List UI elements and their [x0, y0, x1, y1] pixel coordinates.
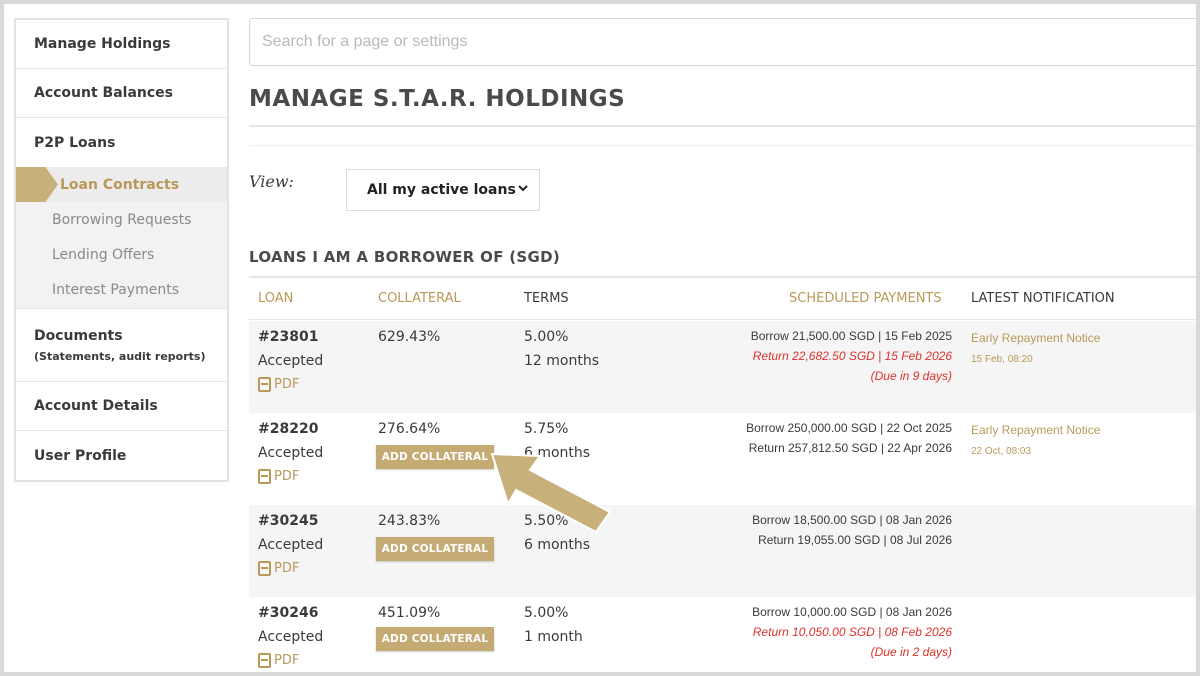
column-header-loan[interactable]: LOAN — [258, 291, 294, 306]
divider — [249, 276, 1200, 278]
table-row: #30245 Accepted PDF 243.83% ADD COLLATER… — [249, 505, 1200, 597]
pdf-label: PDF — [274, 469, 300, 484]
view-select[interactable]: All my active loans — [346, 169, 540, 211]
active-marker-icon — [16, 167, 58, 202]
sidebar: Manage Holdings Account Balances P2P Loa… — [14, 18, 229, 482]
notification-title: Early Repayment Notice — [971, 423, 1101, 437]
chevron-down-icon — [517, 182, 529, 198]
table-row: #30246 Accepted PDF 451.09% ADD COLLATER… — [249, 597, 1200, 676]
pdf-label: PDF — [274, 561, 300, 576]
sidebar-item-documents[interactable]: Documents (Statements, audit reports) — [16, 309, 227, 382]
collateral-ratio: 276.64% — [378, 421, 441, 437]
pdf-link[interactable]: PDF — [258, 561, 299, 576]
column-header-terms: TERMS — [524, 291, 569, 306]
pdf-icon — [258, 377, 271, 392]
view-select-value: All my active loans — [367, 182, 516, 198]
loan-duration: 12 months — [524, 353, 599, 369]
return-line: Return 22,682.50 SGD | 15 Feb 2026 — [752, 349, 952, 363]
pdf-link[interactable]: PDF — [258, 469, 299, 484]
return-line: Return 19,055.00 SGD | 08 Jul 2026 — [758, 533, 952, 547]
loan-rate: 5.00% — [524, 329, 569, 345]
sidebar-subitem-borrowing-requests[interactable]: Borrowing Requests — [16, 202, 227, 237]
loan-status: Accepted — [258, 629, 324, 645]
notification-title: Early Repayment Notice — [971, 331, 1101, 345]
scheduled-payments: Borrow 10,000.00 SGD | 08 Jan 2026 Retur… — [752, 602, 952, 662]
collateral-ratio: 451.09% — [378, 605, 441, 621]
pdf-label: PDF — [274, 377, 300, 392]
return-line: Return 257,812.50 SGD | 22 Apr 2026 — [748, 441, 952, 455]
loan-id: #28220 — [258, 421, 319, 437]
loan-duration: 1 month — [524, 629, 583, 645]
due-line: (Due in 9 days) — [870, 369, 952, 383]
pdf-icon — [258, 469, 271, 484]
sidebar-item-account-balances[interactable]: Account Balances — [16, 69, 227, 118]
column-header-latest-notification: LATEST NOTIFICATION — [971, 291, 1115, 306]
due-line: (Due in 2 days) — [870, 645, 952, 659]
sidebar-subitem-lending-offers[interactable]: Lending Offers — [16, 237, 227, 272]
collateral-ratio: 629.43% — [378, 329, 441, 345]
sidebar-item-p2p-loans[interactable]: P2P Loans — [34, 134, 116, 151]
add-collateral-button[interactable]: ADD COLLATERAL — [376, 445, 494, 469]
sidebar-item-sublabel: (Statements, audit reports) — [34, 349, 206, 363]
loan-rate: 5.00% — [524, 605, 569, 621]
collateral-ratio: 243.83% — [378, 513, 441, 529]
pdf-icon — [258, 653, 271, 668]
column-header-scheduled-payments[interactable]: SCHEDULED PAYMENTS — [789, 291, 942, 306]
loan-status: Accepted — [258, 445, 324, 461]
loan-rate: 5.50% — [524, 513, 569, 529]
pdf-label: PDF — [274, 653, 300, 668]
return-line: Return 10,050.00 SGD | 08 Feb 2026 — [752, 625, 952, 639]
add-collateral-button[interactable]: ADD COLLATERAL — [376, 627, 494, 651]
pdf-icon — [258, 561, 271, 576]
page-title: MANAGE S.T.A.R. HOLDINGS — [249, 86, 626, 112]
sidebar-subitem-label: Loan Contracts — [60, 176, 180, 193]
scheduled-payments: Borrow 18,500.00 SGD | 08 Jan 2026 Retur… — [752, 510, 952, 550]
sidebar-subitem-loan-contracts[interactable]: Loan Contracts — [16, 167, 227, 202]
sidebar-item-label: Documents — [34, 327, 123, 344]
loan-status: Accepted — [258, 537, 324, 553]
borrow-line: Borrow 250,000.00 SGD | 22 Oct 2025 — [746, 421, 952, 435]
pointer-arrow-icon — [490, 452, 612, 534]
search-input[interactable]: Search for a page or settings — [249, 18, 1200, 66]
section-title: LOANS I AM A BORROWER OF (SGD) — [249, 248, 561, 266]
loan-id: #30246 — [258, 605, 319, 621]
sidebar-item-account-details[interactable]: Account Details — [16, 382, 227, 431]
divider — [249, 145, 1200, 146]
borrow-line: Borrow 21,500.00 SGD | 15 Feb 2025 — [750, 329, 952, 343]
loan-duration: 6 months — [524, 537, 591, 553]
add-collateral-button[interactable]: ADD COLLATERAL — [376, 537, 494, 561]
divider — [249, 125, 1200, 127]
loan-rate: 5.75% — [524, 421, 569, 437]
pdf-link[interactable]: PDF — [258, 653, 299, 668]
loan-id: #23801 — [258, 329, 319, 345]
loan-duration: 6 months — [524, 445, 591, 461]
scheduled-payments: Borrow 250,000.00 SGD | 22 Oct 2025 Retu… — [746, 418, 952, 458]
scheduled-payments: Borrow 21,500.00 SGD | 15 Feb 2025 Retur… — [751, 326, 952, 386]
table-row: #23801 Accepted PDF 629.43% 5.00% 12 mon… — [249, 321, 1200, 413]
loan-id: #30245 — [258, 513, 319, 529]
loan-status: Accepted — [258, 353, 324, 369]
sidebar-subitem-interest-payments[interactable]: Interest Payments — [16, 272, 227, 309]
column-header-collateral[interactable]: COLLATERAL — [378, 291, 461, 306]
latest-notification[interactable]: Early Repayment Notice 15 Feb, 08:20 — [971, 331, 1100, 365]
latest-notification[interactable]: Early Repayment Notice 22 Oct, 08:03 — [971, 423, 1100, 457]
sidebar-item-manage-holdings[interactable]: Manage Holdings — [16, 20, 227, 69]
table-row: #28220 Accepted PDF 276.64% ADD COLLATER… — [249, 413, 1200, 505]
view-label: View: — [249, 172, 294, 191]
borrow-line: Borrow 18,500.00 SGD | 08 Jan 2026 — [752, 513, 952, 527]
notification-time: 15 Feb, 08:20 — [971, 354, 1033, 365]
pdf-link[interactable]: PDF — [258, 377, 299, 392]
sidebar-item-user-profile[interactable]: User Profile — [34, 447, 127, 464]
notification-time: 22 Oct, 08:03 — [971, 446, 1032, 457]
table-header: LOAN COLLATERAL TERMS SCHEDULED PAYMENTS… — [249, 280, 1200, 320]
borrow-line: Borrow 10,000.00 SGD | 08 Jan 2026 — [752, 605, 952, 619]
